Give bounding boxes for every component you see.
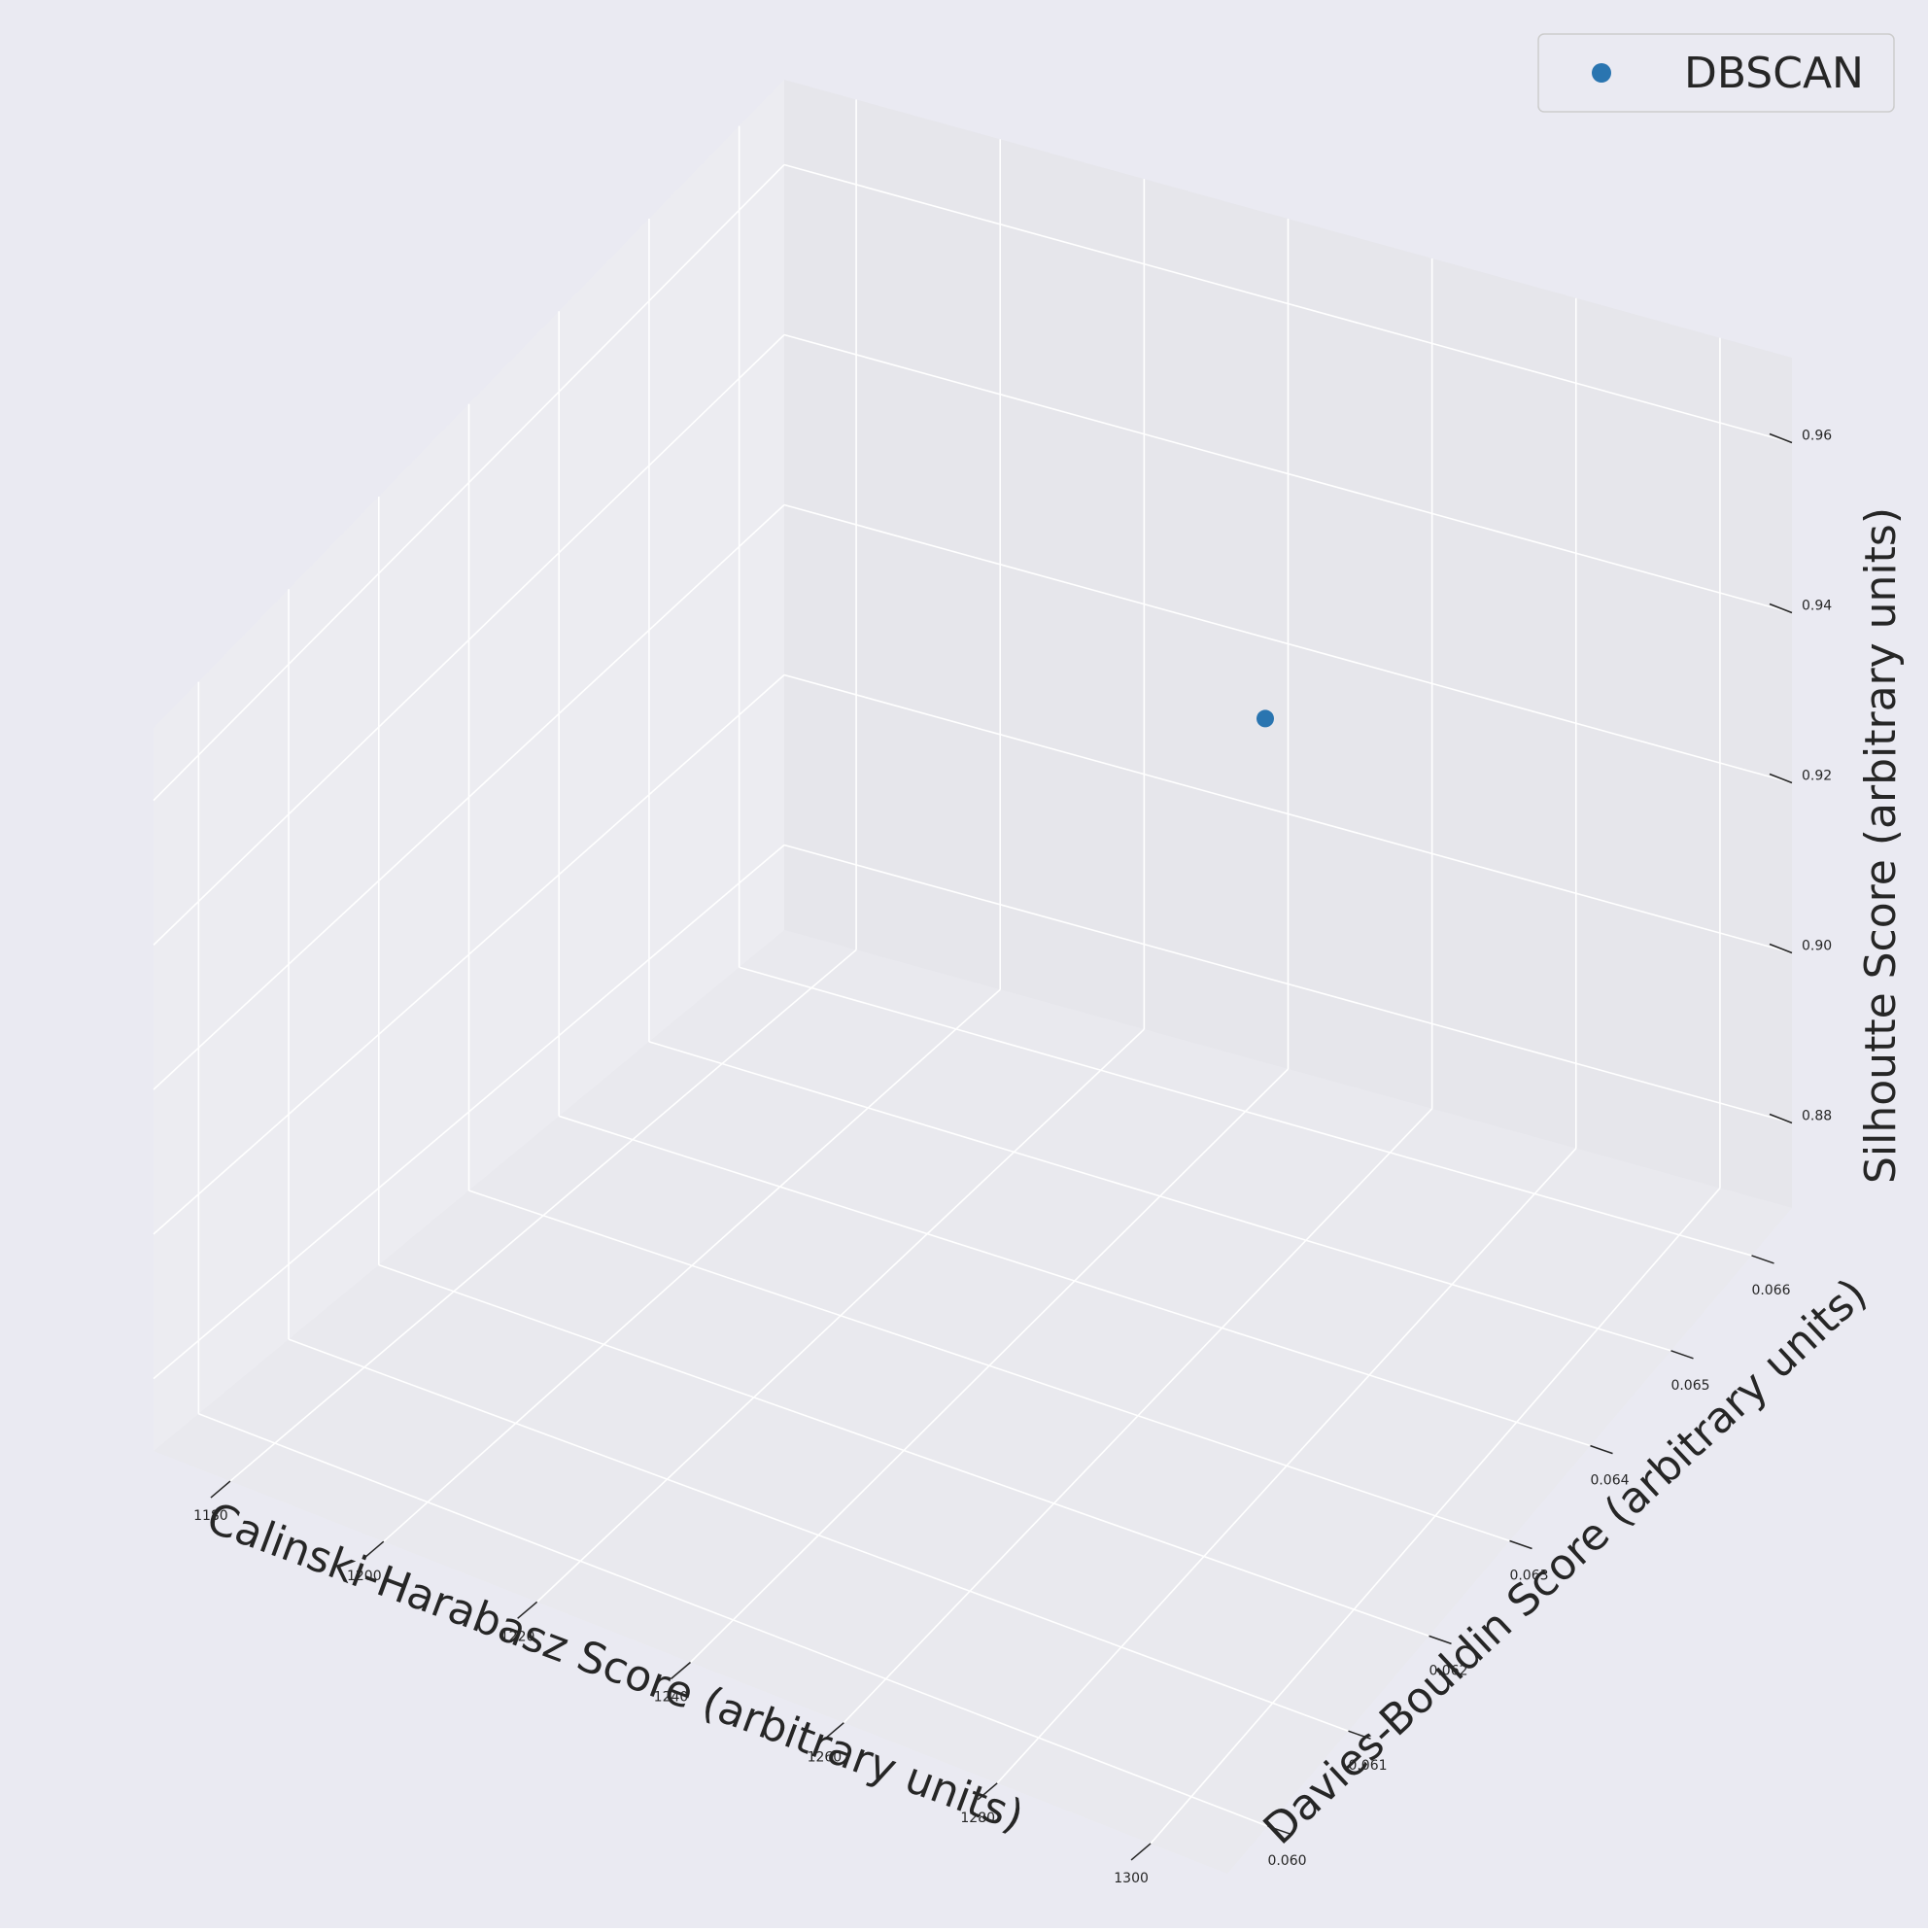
gridline-z-left	[153, 503, 785, 1090]
z-tick-label: 0.90	[1802, 939, 1832, 954]
x-tick	[823, 1722, 844, 1741]
y-tick	[1267, 1825, 1291, 1835]
gridline-z-back	[783, 503, 1793, 784]
y-tick	[1751, 1255, 1774, 1264]
z-tick	[1769, 432, 1793, 444]
y-tick-label: 0.060	[1267, 1853, 1306, 1869]
gridline-y-floor	[288, 1338, 1349, 1732]
z-tick	[1769, 1113, 1793, 1124]
x-tick	[1130, 1843, 1152, 1861]
x-tick	[363, 1540, 385, 1559]
gridlines	[153, 99, 1793, 1845]
z-tick	[1769, 603, 1793, 614]
y-tick	[1348, 1730, 1371, 1740]
gridline-z-left	[153, 163, 785, 802]
z-tick-label: 0.94	[1802, 599, 1832, 614]
data-points	[1257, 709, 1274, 728]
legend-label-dbscan: DBSCAN	[1684, 49, 1864, 98]
x-tick-label: 1240	[654, 1690, 689, 1706]
y-tick-label: 0.062	[1429, 1663, 1467, 1678]
x-tick-label: 1280	[960, 1811, 995, 1826]
gridline-y-floor	[648, 1041, 1671, 1352]
z-tick-label: 0.88	[1802, 1109, 1832, 1124]
gridline-z-back	[783, 163, 1793, 444]
z-tick-label: 0.92	[1802, 769, 1832, 784]
x-tick-label: 1220	[500, 1629, 535, 1644]
gridline-y-floor	[739, 966, 1752, 1257]
y-tick-label: 0.061	[1348, 1758, 1387, 1774]
z-tick	[1769, 943, 1793, 954]
y-tick	[1429, 1635, 1452, 1645]
x-tick	[671, 1661, 691, 1680]
gridline-z-back	[783, 673, 1793, 954]
gridline-z-left	[153, 844, 785, 1380]
z-tick-label: 0.96	[1802, 429, 1832, 444]
gridline-y-floor	[198, 1412, 1268, 1827]
y-tick	[1670, 1350, 1694, 1360]
y-tick	[1509, 1539, 1532, 1550]
gridline-z-back	[783, 844, 1793, 1124]
gridline-y-floor	[378, 1263, 1429, 1638]
gridline-y-floor	[558, 1115, 1591, 1447]
z-tick	[1769, 773, 1793, 784]
gridline-z-left	[153, 673, 785, 1235]
tick-marks	[210, 432, 1793, 1861]
y-tick-label: 0.066	[1751, 1283, 1790, 1298]
x-tick	[517, 1601, 538, 1619]
legend: DBSCAN	[1537, 33, 1895, 113]
x-tick-label: 1260	[808, 1750, 843, 1766]
y-tick-label: 0.064	[1590, 1473, 1629, 1489]
z-axis-label: Silhoutte Score (arbitrary units)	[1856, 507, 1906, 1184]
legend-marker-dbscan	[1592, 63, 1611, 83]
gridline-y-floor	[468, 1190, 1510, 1542]
x-tick	[210, 1480, 231, 1499]
x-tick	[977, 1782, 998, 1801]
y-tick	[1590, 1444, 1613, 1455]
x-tick-label: 1180	[193, 1508, 228, 1524]
data-point-dbscan	[1257, 709, 1274, 728]
tick-labels: 1180 1200 1220 1240 1260 1280 1300 0.060 0.061 0.…	[193, 429, 1832, 1886]
gridline-z-left	[153, 333, 785, 946]
legend-frame	[1537, 33, 1895, 113]
x-tick-label: 1200	[347, 1569, 382, 1584]
y-tick-label: 0.063	[1509, 1569, 1548, 1584]
y-tick-label: 0.065	[1670, 1378, 1709, 1394]
pane-floor	[154, 930, 1792, 1874]
gridline-z-back	[783, 333, 1793, 614]
x-tick-label: 1300	[1114, 1871, 1149, 1886]
